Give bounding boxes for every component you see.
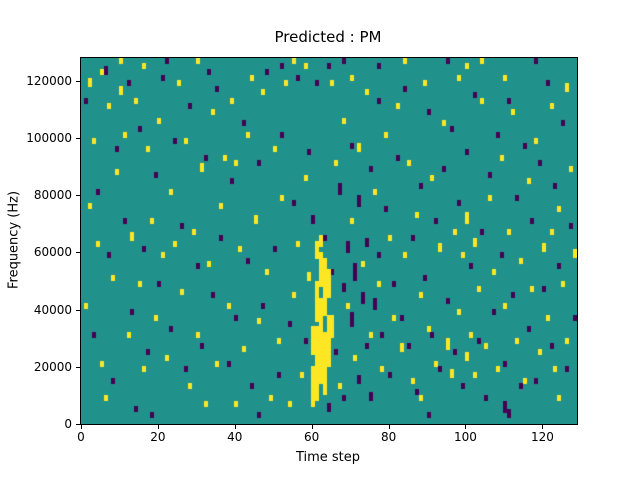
heatmap-plot-area: 0 20 40 60 80 100 120 0 20000 40000 60000 80000 1000…: [26, 57, 578, 444]
x-tick-label: 20: [150, 430, 166, 444]
y-tick-label: 120000: [26, 73, 72, 88]
x-tick-mark: [157, 425, 159, 429]
x-tick-label: 40: [227, 430, 243, 444]
y-tick-label: 60000: [33, 245, 72, 260]
x-tick-label: 100: [454, 430, 477, 444]
x-tick-mark: [542, 425, 544, 429]
chart-title: Predicted : PM: [274, 28, 382, 46]
x-tick-mark: [388, 425, 390, 429]
y-tick-mark: [76, 252, 80, 254]
y-tick-label: 40000: [33, 302, 72, 317]
y-tick-label: 20000: [33, 359, 72, 374]
x-tick-mark: [81, 425, 82, 429]
y-tick-label: 100000: [26, 131, 72, 146]
y-axis-label: Frequency (Hz): [6, 190, 22, 290]
x-tick-label: 80: [380, 430, 397, 444]
x-tick-label: 60: [304, 430, 320, 444]
y-tick-mark: [76, 366, 80, 368]
y-tick-mark: [76, 195, 80, 197]
y-tick-label: 0: [64, 417, 72, 431]
heatmap-canvas: [81, 58, 577, 424]
x-tick-label: 0: [77, 430, 85, 444]
y-tick-mark: [76, 80, 80, 82]
x-tick-mark: [311, 425, 313, 429]
x-axis-label: Time step: [295, 450, 361, 465]
y-tick-mark: [76, 138, 80, 140]
y-tick-mark: [76, 424, 80, 425]
x-tick-label: 120: [530, 430, 554, 444]
y-tick-mark: [76, 309, 80, 311]
y-tick-label: 80000: [33, 188, 72, 203]
x-tick-mark: [234, 425, 236, 429]
x-tick-mark: [465, 425, 467, 429]
